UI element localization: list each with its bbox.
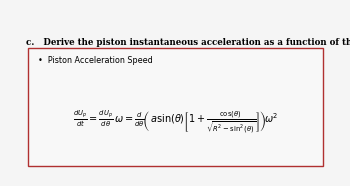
Text: •  Piston Acceleration Speed: • Piston Acceleration Speed: [38, 56, 153, 65]
Text: $\frac{dU_p}{dt} = \frac{dU_p}{d\theta}\,\omega = \frac{d}{d\theta}\!\left(\,a\s: $\frac{dU_p}{dt} = \frac{dU_p}{d\theta}\…: [73, 108, 278, 135]
Bar: [28, 48, 323, 166]
Text: c.   Derive the piston instantaneous acceleration as a function of the crank ang: c. Derive the piston instantaneous accel…: [26, 38, 350, 47]
